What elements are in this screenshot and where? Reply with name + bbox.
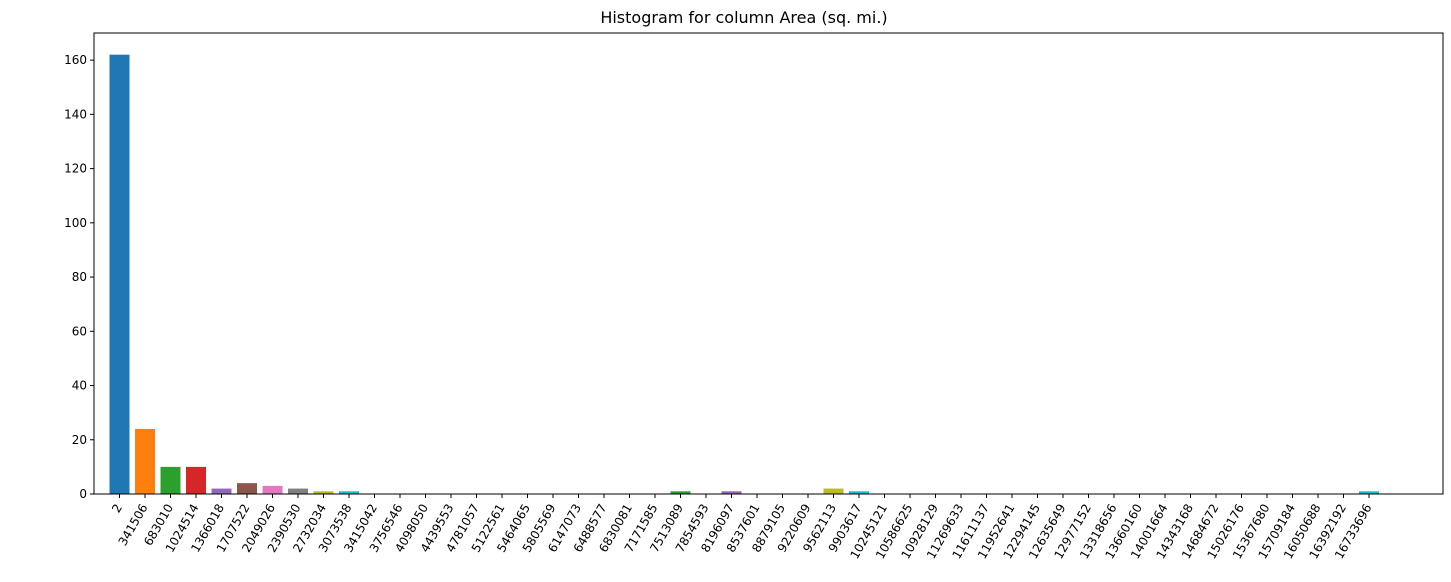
bars-group: [109, 54, 1379, 494]
x-axis: 2341506683010102451413660181707522204902…: [109, 494, 1375, 561]
y-tick-label: 160: [64, 53, 87, 67]
bar-341506: [135, 428, 155, 494]
bar-2049026: [262, 485, 283, 494]
y-tick-label: 40: [72, 379, 87, 393]
bar-2732034: [313, 491, 334, 494]
bar-1024514: [186, 466, 206, 494]
y-tick-label: 80: [72, 270, 87, 284]
y-tick-label: 140: [64, 107, 87, 121]
bar-1707522: [237, 483, 257, 494]
bar-683010: [160, 466, 181, 494]
bar-8196097: [721, 491, 742, 494]
bar-16733696: [1359, 491, 1379, 494]
plot-frame: [93, 32, 1444, 495]
y-tick-label: 60: [72, 324, 87, 338]
x-tick-label: 2: [109, 502, 125, 516]
bar-7513089: [670, 491, 691, 494]
bar-1366018: [211, 488, 232, 494]
y-tick-label: 120: [64, 162, 87, 176]
bar-2: [109, 54, 130, 494]
bar-3073538: [339, 491, 359, 494]
chart-title: Histogram for column Area (sq. mi.): [600, 8, 887, 27]
bar-9903617: [849, 491, 869, 494]
bar-9562113: [823, 488, 844, 494]
y-tick-label: 0: [79, 487, 87, 501]
y-tick-label: 20: [72, 433, 87, 447]
bar-2390530: [288, 488, 308, 494]
y-axis: 0 20 40 60 80 100 120 140 160: [64, 53, 94, 501]
y-tick-label: 100: [64, 216, 87, 230]
